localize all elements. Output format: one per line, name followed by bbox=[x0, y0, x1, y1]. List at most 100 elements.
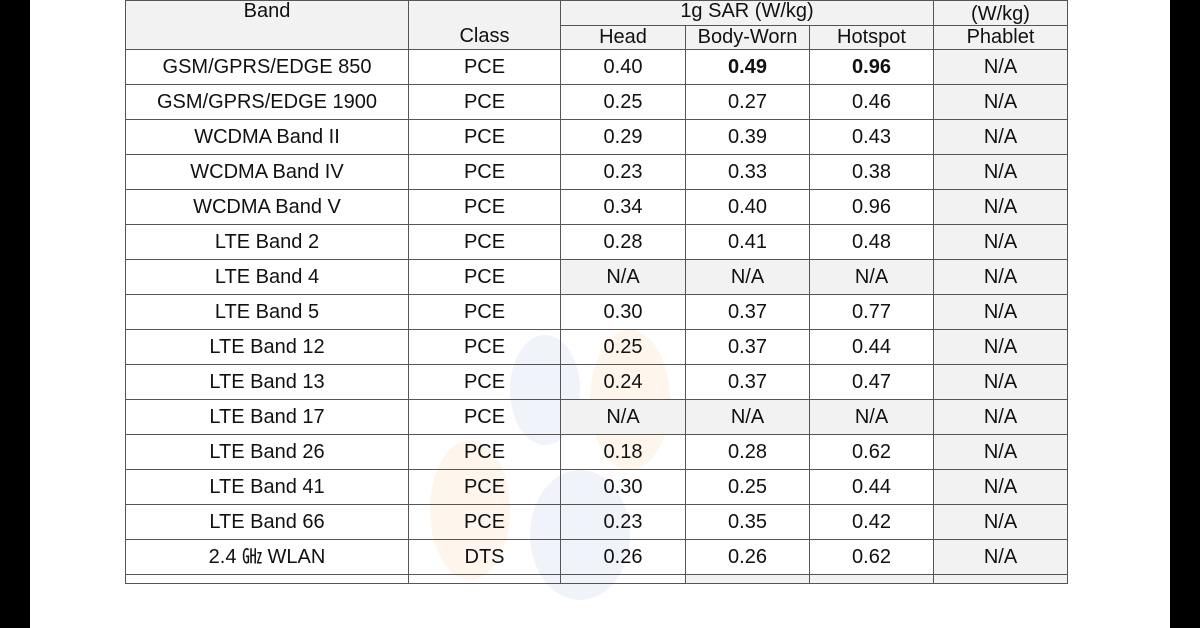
cell-head: 0.23 bbox=[560, 154, 686, 190]
cell-body: N/A bbox=[685, 399, 810, 435]
cell-band: LTE Band 17 bbox=[125, 399, 409, 435]
cell-phablet: N/A bbox=[933, 189, 1068, 225]
table-row: LTE Band 13 PCE 0.24 0.37 0.47 N/A bbox=[125, 364, 1068, 400]
table-row: LTE Band 26 PCE 0.18 0.28 0.62 N/A bbox=[125, 434, 1068, 470]
cell-hotspot bbox=[809, 574, 934, 584]
cell-band: LTE Band 12 bbox=[125, 329, 409, 365]
table-row: WCDMA Band II PCE 0.29 0.39 0.43 N/A bbox=[125, 119, 1068, 155]
cell-hotspot: N/A bbox=[809, 259, 934, 295]
cell-phablet: N/A bbox=[933, 329, 1068, 365]
cell-class: PCE bbox=[408, 504, 561, 540]
cell-band: LTE Band 13 bbox=[125, 364, 409, 400]
cell-phablet: N/A bbox=[933, 434, 1068, 470]
cell-band: LTE Band 4 bbox=[125, 259, 409, 295]
cell-class: DTS bbox=[408, 539, 561, 575]
cell-class: PCE bbox=[408, 84, 561, 120]
cell-phablet bbox=[933, 574, 1068, 584]
cell-class: PCE bbox=[408, 434, 561, 470]
cell-head bbox=[560, 574, 686, 584]
header-class-label: Class bbox=[459, 25, 510, 47]
cell-head: 0.18 bbox=[560, 434, 686, 470]
cell-hotspot: 0.96 bbox=[809, 49, 934, 85]
cell-phablet: N/A bbox=[933, 49, 1068, 85]
cell-body: 0.26 bbox=[685, 539, 810, 575]
cell-class: PCE bbox=[408, 329, 561, 365]
header-1g-sar-label: 1g SAR (W/kg) bbox=[680, 0, 814, 22]
table-row: LTE Band 66 PCE 0.23 0.35 0.42 N/A bbox=[125, 504, 1068, 540]
cell-class: PCE bbox=[408, 189, 561, 225]
cell-band: 2.4 ㎓ WLAN bbox=[125, 539, 409, 575]
cell-class: PCE bbox=[408, 294, 561, 330]
cell-hotspot: N/A bbox=[809, 399, 934, 435]
cell-body: 0.28 bbox=[685, 434, 810, 470]
cell-phablet: N/A bbox=[933, 364, 1068, 400]
cell-phablet: N/A bbox=[933, 84, 1068, 120]
cell-head: 0.29 bbox=[560, 119, 686, 155]
cell-hotspot: 0.47 bbox=[809, 364, 934, 400]
cell-class bbox=[408, 574, 561, 584]
cell-band: WCDMA Band II bbox=[125, 119, 409, 155]
cell-hotspot: 0.96 bbox=[809, 189, 934, 225]
cell-body: N/A bbox=[685, 259, 810, 295]
header-1g-sar: 1g SAR (W/kg) bbox=[560, 0, 934, 26]
cell-hotspot: 0.48 bbox=[809, 224, 934, 260]
table-row: LTE Band 12 PCE 0.25 0.37 0.44 N/A bbox=[125, 329, 1068, 365]
cell-band: GSM/GPRS/EDGE 1900 bbox=[125, 84, 409, 120]
cell-phablet: N/A bbox=[933, 119, 1068, 155]
table-row bbox=[125, 574, 1068, 584]
table-row: GSM/GPRS/EDGE 850 PCE 0.40 0.49 0.96 N/A bbox=[125, 49, 1068, 85]
table-row: LTE Band 4 PCE N/A N/A N/A N/A bbox=[125, 259, 1068, 295]
cell-band: LTE Band 26 bbox=[125, 434, 409, 470]
cell-body: 0.39 bbox=[685, 119, 810, 155]
cell-class: PCE bbox=[408, 224, 561, 260]
cell-hotspot: 0.62 bbox=[809, 539, 934, 575]
cell-head: 0.23 bbox=[560, 504, 686, 540]
header-phablet: Phablet bbox=[933, 25, 1068, 50]
cell-head: 0.30 bbox=[560, 469, 686, 505]
cell-head: 0.28 bbox=[560, 224, 686, 260]
cell-head: 0.26 bbox=[560, 539, 686, 575]
cell-body: 0.41 bbox=[685, 224, 810, 260]
cell-hotspot: 0.42 bbox=[809, 504, 934, 540]
cell-head: 0.30 bbox=[560, 294, 686, 330]
cell-band: LTE Band 2 bbox=[125, 224, 409, 260]
table-row: LTE Band 41 PCE 0.30 0.25 0.44 N/A bbox=[125, 469, 1068, 505]
table-row: WCDMA Band V PCE 0.34 0.40 0.96 N/A bbox=[125, 189, 1068, 225]
document-page: Band Class 1g SAR (W/kg) (W/kg) Head Bod… bbox=[30, 0, 1170, 628]
table-row: LTE Band 5 PCE 0.30 0.37 0.77 N/A bbox=[125, 294, 1068, 330]
cell-head: 0.25 bbox=[560, 329, 686, 365]
header-band-label: Band bbox=[243, 0, 291, 22]
cell-phablet: N/A bbox=[933, 539, 1068, 575]
cell-class: PCE bbox=[408, 119, 561, 155]
cell-phablet: N/A bbox=[933, 504, 1068, 540]
table-row: LTE Band 17 PCE N/A N/A N/A N/A bbox=[125, 399, 1068, 435]
cell-head: 0.24 bbox=[560, 364, 686, 400]
table-row: GSM/GPRS/EDGE 1900 PCE 0.25 0.27 0.46 N/A bbox=[125, 84, 1068, 120]
cell-body: 0.37 bbox=[685, 329, 810, 365]
cell-body: 0.35 bbox=[685, 504, 810, 540]
cell-class: PCE bbox=[408, 259, 561, 295]
cell-phablet: N/A bbox=[933, 259, 1068, 295]
cell-body: 0.25 bbox=[685, 469, 810, 505]
cell-band bbox=[125, 574, 409, 584]
cell-class: PCE bbox=[408, 154, 561, 190]
cell-phablet: N/A bbox=[933, 154, 1068, 190]
table-row: LTE Band 2 PCE 0.28 0.41 0.48 N/A bbox=[125, 224, 1068, 260]
cell-band: WCDMA Band V bbox=[125, 189, 409, 225]
cell-class: PCE bbox=[408, 469, 561, 505]
table-row: WCDMA Band IV PCE 0.23 0.33 0.38 N/A bbox=[125, 154, 1068, 190]
cell-body: 0.40 bbox=[685, 189, 810, 225]
cell-body: 0.49 bbox=[685, 49, 810, 85]
cell-head: N/A bbox=[560, 259, 686, 295]
header-10g-unit-label: (W/kg) bbox=[971, 3, 1030, 25]
cell-phablet: N/A bbox=[933, 294, 1068, 330]
cell-class: PCE bbox=[408, 364, 561, 400]
cell-phablet: N/A bbox=[933, 399, 1068, 435]
header-body-worn: Body-Worn bbox=[685, 25, 810, 50]
cell-body: 0.27 bbox=[685, 84, 810, 120]
cell-hotspot: 0.62 bbox=[809, 434, 934, 470]
cell-hotspot: 0.77 bbox=[809, 294, 934, 330]
cell-body bbox=[685, 574, 810, 584]
sar-table: Band Class 1g SAR (W/kg) (W/kg) Head Bod… bbox=[125, 0, 1068, 584]
cell-band: LTE Band 66 bbox=[125, 504, 409, 540]
